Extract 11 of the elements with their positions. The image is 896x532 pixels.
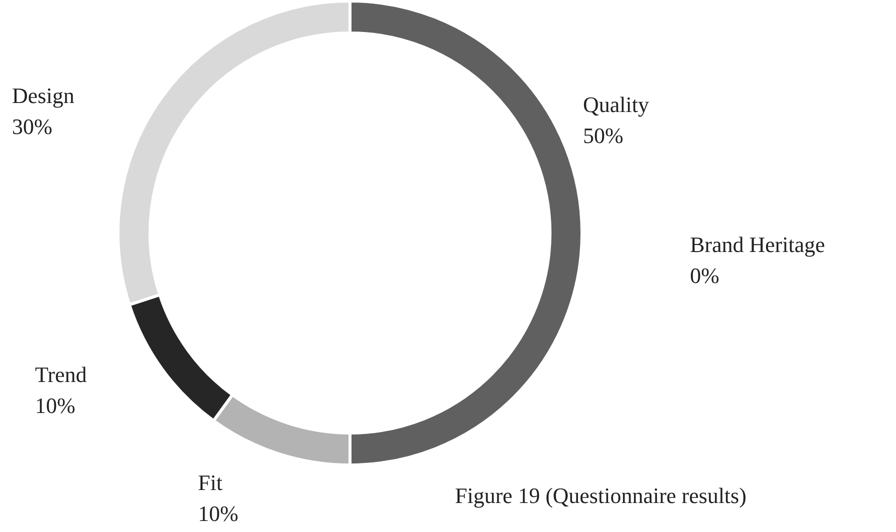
- data-label: 50%: [583, 123, 624, 148]
- slice-label: Trend: [35, 362, 87, 387]
- data-label: 10%: [198, 501, 238, 526]
- slice-label: Fit: [198, 470, 222, 495]
- data-label: 10%: [35, 393, 76, 418]
- slice-label: Quality: [583, 92, 649, 117]
- slice-label: Design: [12, 83, 74, 108]
- text: 0%: [690, 263, 720, 288]
- category-label: Brand Heritage: [690, 232, 825, 257]
- data-label: 30%: [12, 114, 52, 139]
- caption: Figure 19 (Questionnaire results): [455, 483, 746, 508]
